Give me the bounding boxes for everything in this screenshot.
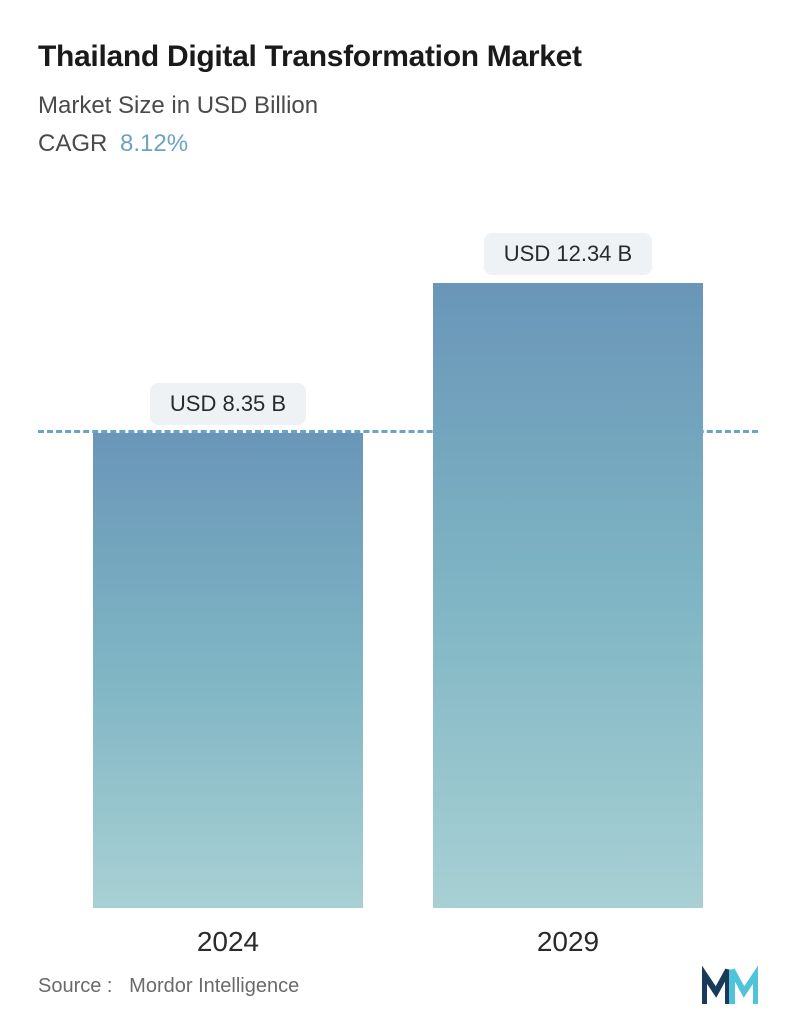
cagr-line: CAGR 8.12%: [38, 130, 758, 158]
bar: [433, 283, 703, 908]
chart-subtitle: Market Size in USD Billion: [38, 92, 758, 120]
source-label: Source :: [38, 975, 112, 997]
x-axis-label: 2029: [433, 926, 703, 958]
chart-title: Thailand Digital Transformation Market: [38, 40, 758, 74]
chart-container: Thailand Digital Transformation Market M…: [0, 0, 796, 1034]
cagr-value: 8.12%: [120, 130, 188, 157]
bar-group: USD 8.35 B: [93, 383, 363, 908]
chart-footer: Source : Mordor Intelligence: [38, 966, 758, 1006]
x-axis-label: 2024: [93, 926, 363, 958]
bar: [93, 433, 363, 908]
bars-wrapper: USD 8.35 B USD 12.34 B: [38, 208, 758, 908]
bar-value-label: USD 12.34 B: [484, 233, 652, 275]
mordor-logo-icon: [702, 966, 758, 1006]
source-attribution: Source : Mordor Intelligence: [38, 975, 299, 998]
cagr-label: CAGR: [38, 130, 107, 157]
x-axis-labels: 2024 2029: [38, 908, 758, 958]
chart-area: USD 8.35 B USD 12.34 B: [38, 208, 758, 908]
source-name: Mordor Intelligence: [129, 975, 299, 997]
bar-group: USD 12.34 B: [433, 233, 703, 908]
bar-value-label: USD 8.35 B: [150, 383, 306, 425]
